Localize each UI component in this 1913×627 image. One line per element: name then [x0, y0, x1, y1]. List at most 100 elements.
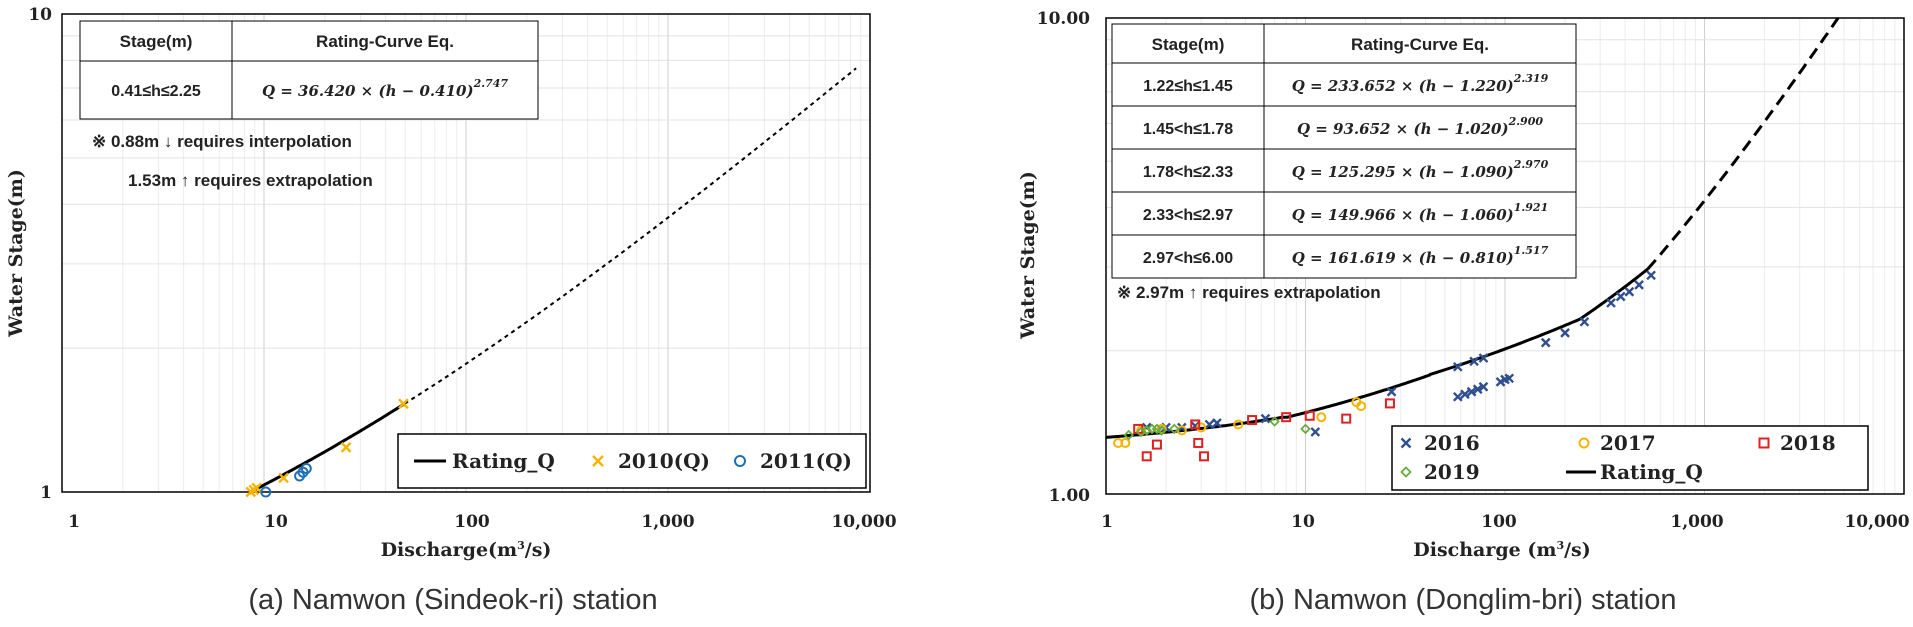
point-a-2010-3	[278, 472, 289, 484]
rating-table-a: Stage(m) Rating-Curve Eq. 0.41≤h≤2.25 Q …	[79, 20, 539, 120]
point-b-2016-25	[1624, 286, 1635, 297]
table-b-header-stage: Stage(m)	[1152, 35, 1225, 54]
point-b-2016-17	[1452, 361, 1463, 372]
point-b-2019-7	[1269, 416, 1280, 427]
point-b-2016-12	[1472, 384, 1483, 395]
point-b-2016-19	[1478, 353, 1489, 363]
y-tick-b-10: 10.00	[1037, 9, 1090, 29]
y-tick-a-10: 10	[28, 5, 52, 25]
legend-a-2010: 2010(Q)	[618, 449, 710, 473]
rating-curve-a-solid	[249, 402, 406, 494]
point-b-2019-8	[1300, 423, 1311, 435]
legend-a-2010-glyph	[592, 455, 604, 467]
point-b-2016-26	[1634, 280, 1644, 290]
table-a-range: 0.41≤h≤2.25	[111, 83, 201, 100]
table-b-range-1: 1.22≤h≤1.45	[1143, 78, 1233, 95]
legend-b-rating: Rating_Q	[1600, 460, 1703, 484]
rating-curve-a	[249, 67, 857, 494]
point-b-2018-4	[1193, 437, 1204, 448]
legend-b-2016-glyph	[1400, 437, 1412, 449]
point-b-2016-4	[1204, 419, 1215, 430]
x-tick-a-10000: 10,000	[831, 512, 896, 532]
point-b-2018-8	[1304, 410, 1315, 421]
point-b-2017-9	[1356, 401, 1367, 412]
y-tick-b-1: 1.00	[1049, 486, 1091, 506]
point-a-2010-4	[340, 441, 352, 453]
table-b-eq-5: Q = 161.619 × (h − 0.810)1.517	[1292, 244, 1549, 267]
y-tick-a-1: 1	[40, 483, 52, 503]
caption-b: (b) Namwon (Donglim-bri) station	[1249, 584, 1676, 616]
legend-b-2017-marker	[1578, 437, 1590, 449]
x-tick-b-10: 10	[1291, 512, 1315, 532]
point-b-2016-13	[1478, 381, 1489, 392]
table-b-range-5: 2.97<h≤6.00	[1143, 250, 1233, 267]
rating-curve-a-dashed	[404, 67, 857, 405]
table-b-eq-1: Q = 233.652 × (h − 1.220)2.319	[1292, 72, 1549, 95]
rating-curve-b-dashed	[1646, 17, 1840, 270]
point-b-2016-10	[1460, 389, 1470, 400]
table-b-eq-4: Q = 149.966 × (h − 1.060)1.921	[1292, 201, 1548, 224]
point-b-2017-6	[1233, 419, 1244, 430]
table-b-header-eq: Rating-Curve Eq.	[1351, 35, 1489, 54]
legend-b-2019-marker	[1400, 466, 1412, 478]
x-tick-b-1: 1	[1101, 512, 1113, 532]
legend-a-2011-marker	[734, 455, 746, 467]
table-b-range-4: 2.33<h≤2.97	[1143, 207, 1233, 224]
legend-b-2018-glyph	[1758, 437, 1770, 449]
note-a-interpolation: ※ 0.88m ↓ requires interpolation	[92, 132, 352, 151]
legend-b-2018: 2018	[1780, 431, 1836, 455]
x-tick-a-100: 100	[454, 512, 490, 532]
point-b-2018-5	[1199, 451, 1210, 462]
legend-b: 2016 2017 2018 2019 Rating_Q	[1391, 425, 1869, 491]
note-a-extrapolation: 1.53m ↑ requires extrapolation	[128, 171, 373, 190]
legend-b-2016-marker	[1400, 437, 1412, 449]
legend-a-rating: Rating_Q	[452, 449, 555, 473]
point-a-2010-2	[251, 482, 263, 494]
x-tick-b-10000: 10,000	[1844, 512, 1909, 532]
point-b-2016-8	[1386, 386, 1397, 397]
table-b-range-2: 1.45<h≤1.78	[1143, 121, 1233, 138]
legend-a-2011: 2011(Q)	[760, 449, 852, 473]
point-b-2016-9	[1452, 391, 1463, 402]
point-b-2018-1	[1141, 451, 1152, 462]
observation-points-b	[1113, 270, 1656, 462]
table-b-eq-3: Q = 125.295 × (h − 1.090)2.970	[1292, 158, 1549, 181]
x-tick-b-100: 100	[1481, 512, 1517, 532]
x-tick-a-1000: 1,000	[641, 512, 694, 532]
point-a-2011-0	[260, 486, 272, 498]
point-b-2016-24	[1615, 291, 1626, 302]
point-b-2017-1	[1120, 437, 1131, 448]
point-b-2016-16	[1504, 373, 1515, 384]
point-b-2018-2	[1151, 439, 1162, 450]
rating-table-b: Stage(m) Rating-Curve Eq. 1.22≤h≤1.45 Q …	[1111, 23, 1577, 279]
table-b-range-3: 1.78<h≤2.33	[1143, 164, 1233, 181]
point-b-2016-18	[1469, 356, 1479, 367]
table-b-eq-2: Q = 93.652 × (h − 1.020)2.900	[1297, 115, 1543, 138]
point-b-2017-3	[1156, 423, 1167, 434]
panel-b: 1 10 100 1,000 10,000 1.00 10.00 Water S…	[1017, 9, 1910, 616]
point-b-2016-22	[1579, 316, 1590, 327]
point-b-2016-7	[1310, 427, 1321, 437]
x-tick-a-1: 1	[68, 512, 80, 532]
x-axis-label-a: Discharge(m3/s)	[381, 539, 552, 561]
caption-a: (a) Namwon (Sindeok-ri) station	[248, 584, 657, 616]
point-b-2017-7	[1316, 412, 1327, 423]
observation-points-a	[245, 398, 409, 498]
point-b-2019-6	[1169, 423, 1180, 435]
x-axis-label-b: Discharge (m3/s)	[1413, 539, 1590, 561]
point-b-2016-6	[1260, 413, 1271, 424]
note-b-extrapolation: ※ 2.97m ↑ requires extrapolation	[1117, 283, 1381, 302]
table-a-header-eq: Rating-Curve Eq.	[316, 32, 454, 51]
plot-frame-b	[1105, 17, 1905, 495]
x-tick-b-1000: 1,000	[1670, 512, 1723, 532]
x-tick-a-10: 10	[264, 512, 288, 532]
panel-a: 1 10 100 1,000 10,000 1 10 Water Stage(m…	[5, 5, 897, 616]
legend-b-2016: 2016	[1424, 431, 1480, 455]
legend-a-2010-marker	[592, 455, 604, 467]
point-b-2016-11	[1466, 386, 1477, 397]
point-b-2018-3	[1190, 419, 1201, 430]
point-b-2016-20	[1540, 337, 1551, 348]
legend-b-2019: 2019	[1424, 460, 1480, 484]
legend-b-2019-glyph	[1400, 466, 1412, 478]
